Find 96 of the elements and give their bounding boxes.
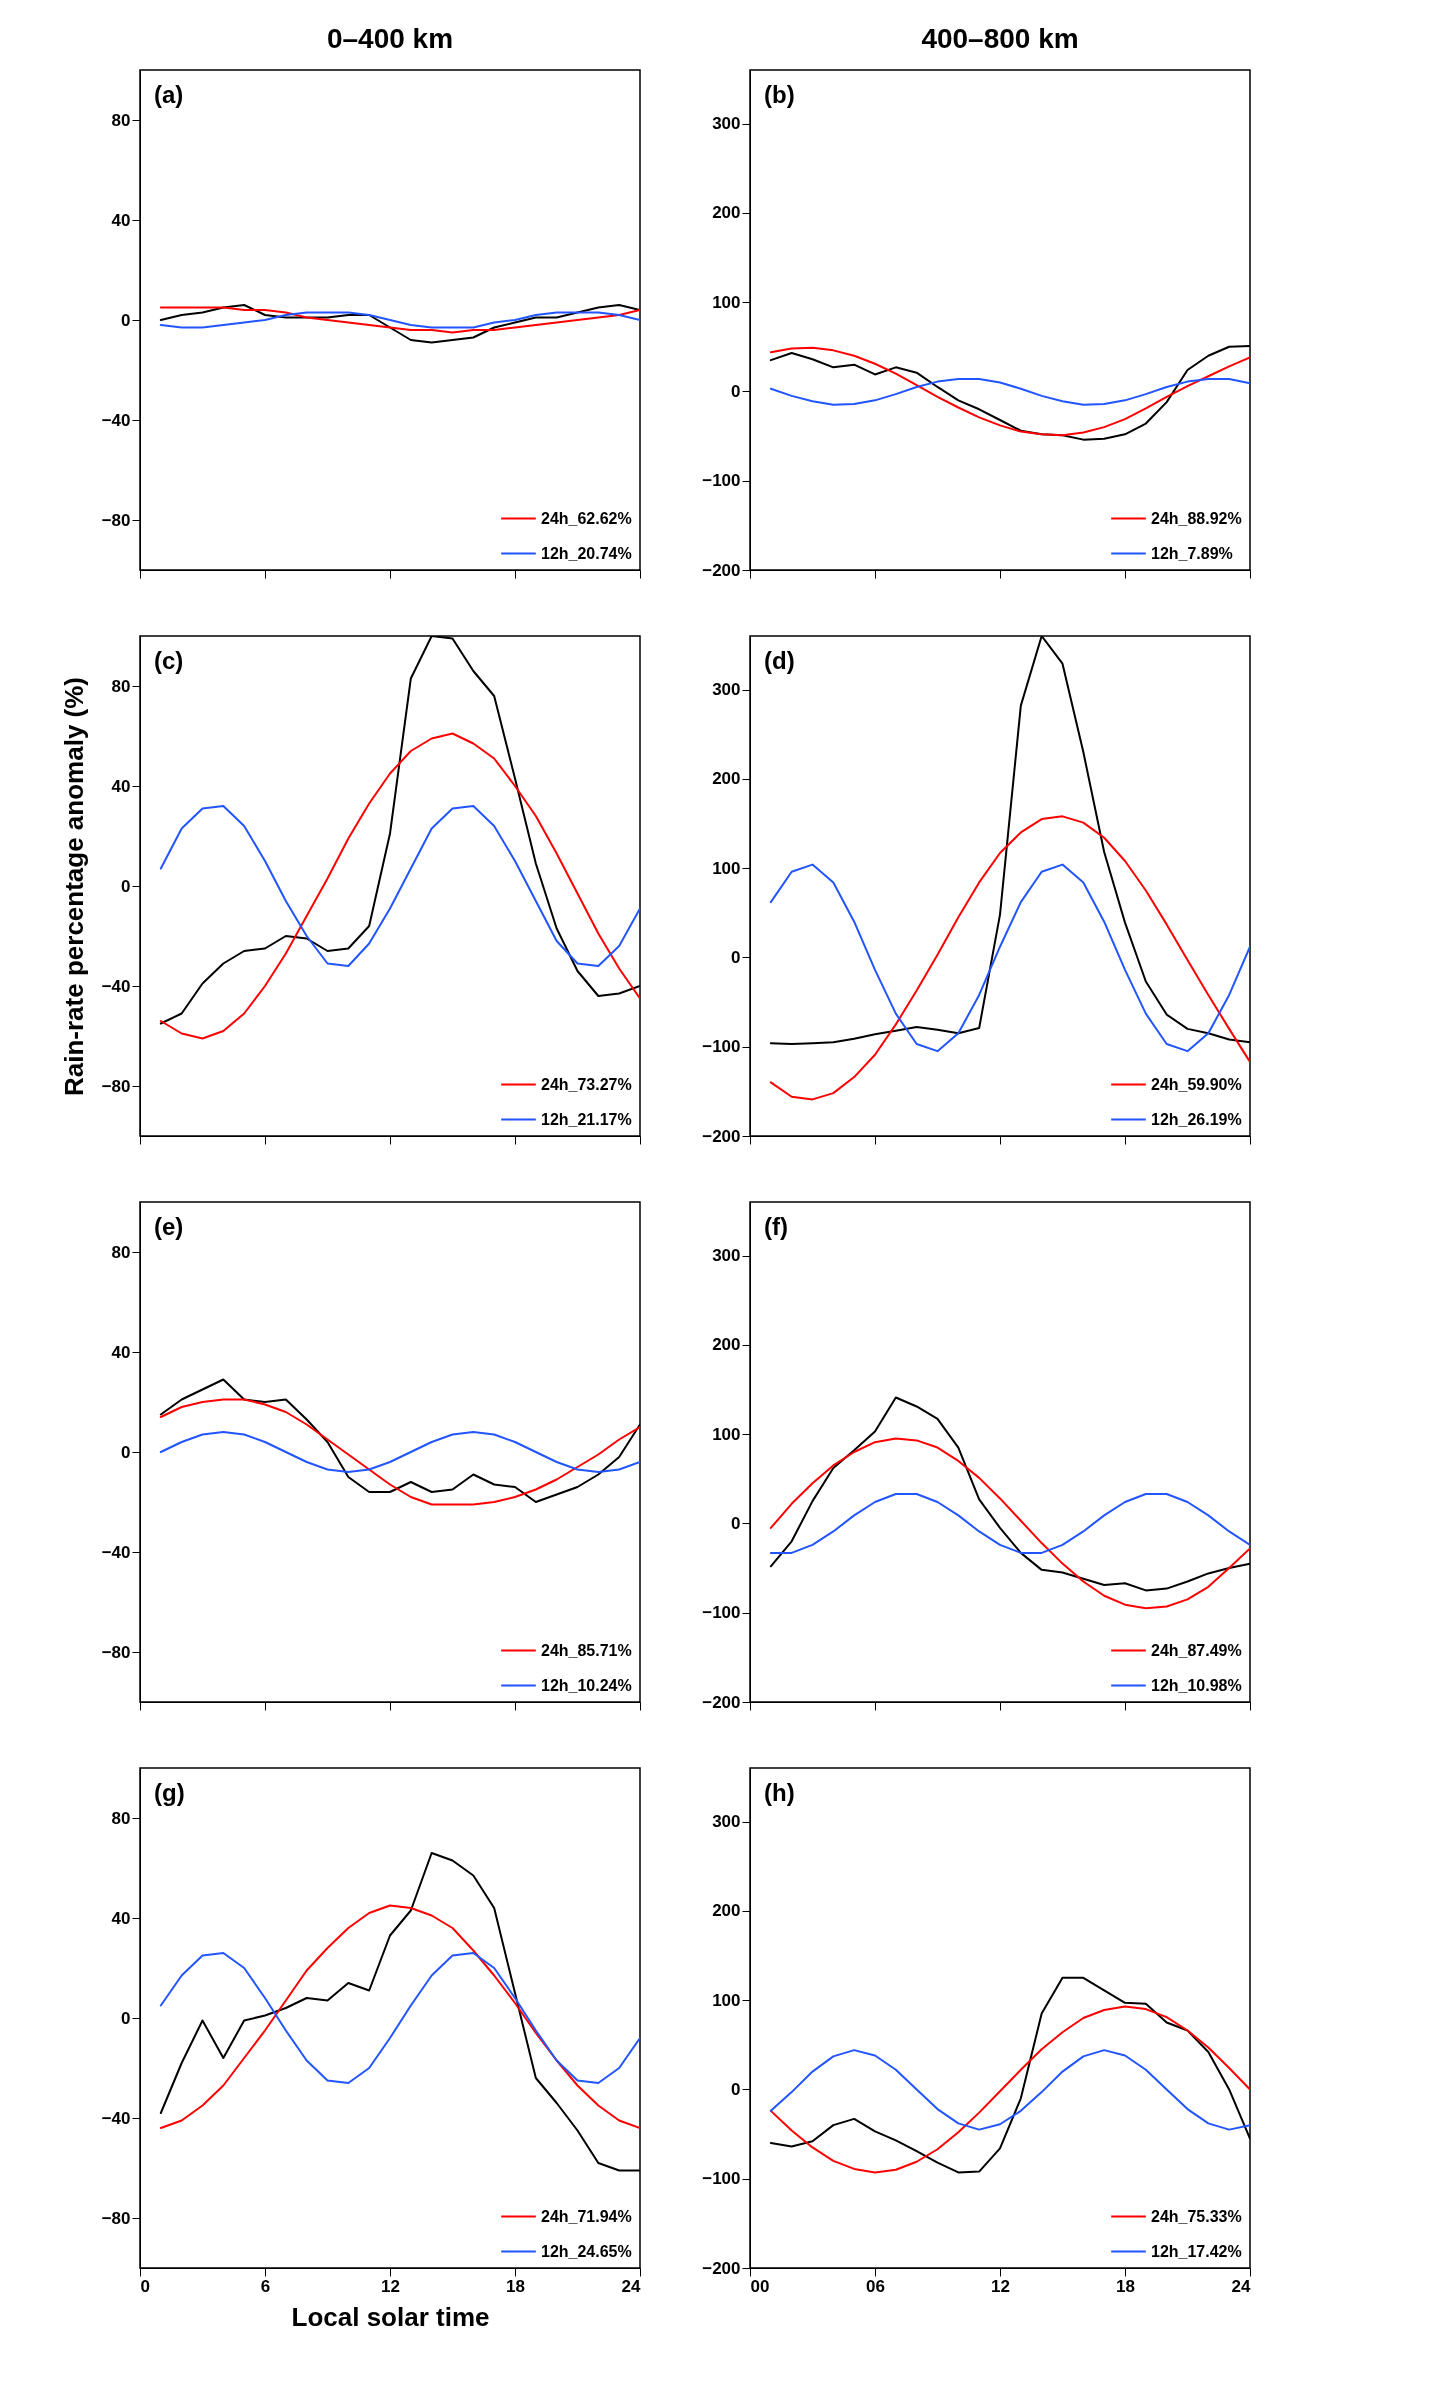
y-tick-label: 300: [712, 114, 741, 134]
x-tick-label: 00: [750, 2276, 770, 2296]
y-tick-label: 300: [712, 680, 741, 700]
line-series: [159, 805, 640, 967]
line-series: [159, 1431, 640, 1473]
y-tick-label: 0: [731, 2079, 741, 2099]
line-series: [159, 1398, 640, 1506]
legend-label: 12h_10.98%: [1151, 1676, 1242, 1694]
legend-label: 12h_17.42%: [1151, 2242, 1242, 2260]
y-tick-label: 100: [712, 1990, 741, 2010]
legend-label: 12h_24.65%: [541, 2242, 632, 2260]
x-tick-label: 24: [1231, 2276, 1252, 2296]
y-tick-label: 0: [731, 381, 741, 401]
y-tick-label: 200: [712, 1335, 741, 1355]
y-tick-label: 40: [111, 1342, 131, 1362]
x-tick-label: 24: [621, 2276, 642, 2296]
y-tick-label: −80: [101, 1642, 131, 1662]
y-tick-label: 300: [712, 1246, 741, 1266]
y-tick-label: 100: [712, 858, 741, 878]
y-tick-label: 200: [712, 1901, 741, 1921]
annotation: (f): [764, 1213, 788, 1240]
y-tick-label: −200: [702, 2258, 741, 2278]
y-tick-label: −100: [702, 1603, 741, 1623]
legend-label: 12h_7.89%: [1151, 544, 1233, 562]
y-tick-label: −80: [101, 1076, 131, 1096]
legend-label: 12h_21.17%: [541, 1110, 632, 1128]
y-tick-label: 0: [121, 876, 131, 896]
y-tick-label: 0: [731, 947, 741, 967]
line-series: [769, 815, 1250, 1101]
x-tick-label: 12: [991, 2276, 1010, 2296]
legend-label: 24h_71.94%: [541, 2207, 632, 2225]
legend-label: 24h_75.33%: [1151, 2207, 1242, 2225]
x-tick-label: 06: [866, 2276, 885, 2296]
y-tick-label: −100: [702, 2169, 741, 2189]
line-series: [159, 306, 640, 334]
line-series: [769, 2049, 1250, 2131]
y-tick-label: 100: [712, 292, 741, 312]
annotation: (b): [764, 81, 795, 108]
y-tick-label: 40: [111, 1908, 131, 1928]
x-tick-label: 12: [381, 2276, 400, 2296]
line-series: [769, 377, 1250, 406]
x-axis-title: Local solar time: [291, 2301, 490, 2332]
annotation: (d): [764, 647, 795, 674]
y-tick-label: −200: [702, 560, 741, 580]
y-tick-label: 0: [121, 1442, 131, 1462]
y-tick-label: 0: [731, 1513, 741, 1533]
y-tick-label: 200: [712, 769, 741, 789]
y-tick-label: 0: [121, 2008, 131, 2028]
legend-label: 24h_88.92%: [1151, 509, 1242, 527]
legend-label: 24h_73.27%: [541, 1075, 632, 1093]
annotation: (c): [154, 647, 184, 674]
annotation: (e): [154, 1213, 184, 1240]
line-series: [159, 1952, 640, 2084]
legend-label: 24h_62.62%: [541, 509, 632, 527]
chart-title: 0–400 km: [326, 23, 454, 54]
y-tick-label: −100: [702, 471, 741, 491]
y-tick-label: 100: [712, 1424, 741, 1444]
y-tick-label: 40: [111, 210, 131, 230]
y-tick-label: −40: [101, 2108, 131, 2128]
y-tick-label: 40: [111, 776, 131, 796]
y-tick-label: −40: [101, 410, 131, 430]
x-tick-label: 18: [1116, 2276, 1135, 2296]
legend-label: 24h_87.49%: [1151, 1641, 1242, 1659]
y-tick-label: 80: [111, 1808, 131, 1828]
x-tick-label: 6: [260, 2276, 271, 2296]
x-tick-label: 18: [506, 2276, 525, 2296]
annotation: (a): [154, 81, 184, 108]
line-series: [769, 1437, 1250, 1610]
legend-label: 12h_20.74%: [541, 544, 632, 562]
y-tick-label: 80: [111, 676, 131, 696]
line-series: [159, 732, 640, 1040]
y-tick-label: −40: [101, 1542, 131, 1562]
legend-label: 24h_85.71%: [541, 1641, 632, 1659]
line-series: [159, 1904, 640, 2129]
line-series: [769, 863, 1250, 1053]
y-tick-label: −100: [702, 1037, 741, 1057]
y-tick-label: −80: [101, 510, 131, 530]
x-tick-label: 0: [140, 2276, 150, 2296]
legend-label: 12h_26.19%: [1151, 1110, 1242, 1128]
y-tick-label: −80: [101, 2208, 131, 2228]
legend-label: 24h_59.90%: [1151, 1075, 1242, 1093]
y-tick-label: 80: [111, 1242, 131, 1262]
chart-title: 400–800 km: [921, 23, 1079, 54]
annotation: (g): [154, 1779, 185, 1806]
y-tick-label: −200: [702, 1126, 741, 1146]
line-series: [769, 1492, 1250, 1554]
y-tick-label: 200: [712, 203, 741, 223]
y-axis-title: Rain-rate percentage anomaly (%): [58, 676, 89, 1097]
line-series: [159, 311, 640, 329]
legend-label: 12h_10.24%: [541, 1676, 632, 1694]
y-tick-label: 300: [712, 1812, 741, 1832]
y-tick-label: −200: [702, 1692, 741, 1712]
annotation: (h): [764, 1779, 795, 1806]
y-tick-label: −40: [101, 976, 131, 996]
y-tick-label: 80: [111, 110, 131, 130]
y-tick-label: 0: [121, 310, 131, 330]
